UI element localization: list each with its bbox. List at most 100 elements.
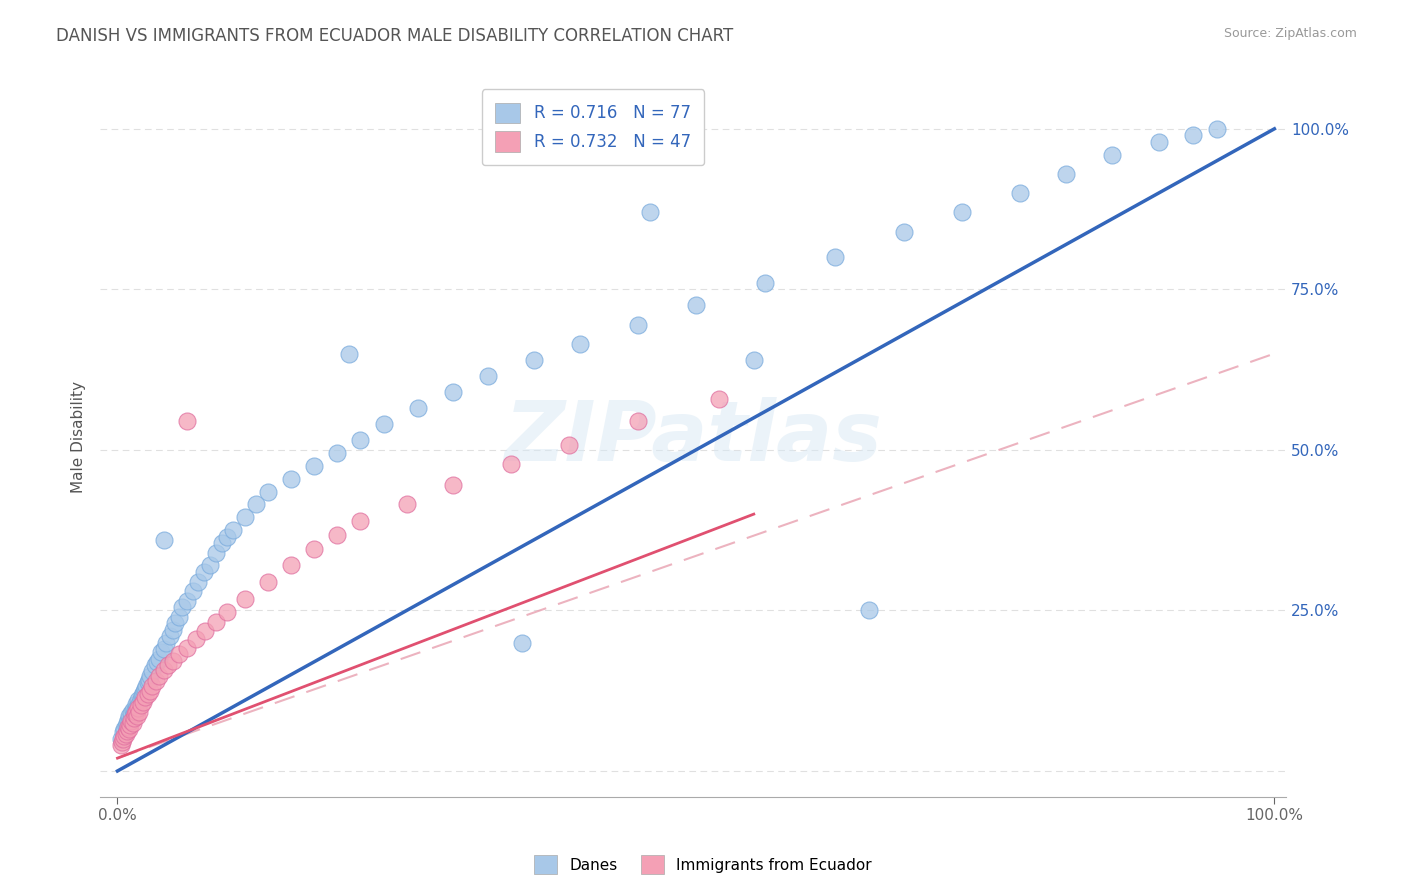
Point [162, 623, 184, 637]
Point [1101, 147, 1123, 161]
Point [165, 616, 187, 631]
Point [627, 318, 650, 332]
Point [172, 600, 194, 615]
Point [1054, 167, 1077, 181]
Point [115, 715, 138, 730]
Point [523, 353, 546, 368]
Point [152, 663, 174, 677]
Point [112, 723, 135, 737]
Point [121, 715, 143, 730]
Point [150, 645, 173, 659]
Point [187, 574, 209, 589]
Point [233, 591, 256, 606]
Point [754, 276, 776, 290]
Point [638, 205, 661, 219]
Point [627, 414, 650, 428]
Point [117, 713, 139, 727]
Point [122, 711, 145, 725]
Point [110, 731, 132, 746]
Point [146, 655, 169, 669]
Point [1182, 128, 1205, 143]
Point [148, 651, 170, 665]
Point [128, 705, 150, 719]
Point [148, 669, 170, 683]
Point [707, 392, 730, 406]
Legend: Danes, Immigrants from Ecuador: Danes, Immigrants from Ecuador [529, 849, 877, 880]
Point [441, 385, 464, 400]
Point [326, 527, 349, 541]
Point [141, 679, 163, 693]
Point [114, 727, 136, 741]
Point [406, 401, 429, 416]
Point [124, 703, 146, 717]
Point [127, 701, 149, 715]
Point [217, 530, 239, 544]
Point [824, 250, 846, 264]
Point [121, 703, 143, 717]
Point [211, 536, 233, 550]
Point [136, 675, 159, 690]
Point [893, 225, 915, 239]
Point [280, 472, 302, 486]
Point [112, 725, 135, 739]
Point [233, 510, 256, 524]
Point [257, 484, 280, 499]
Text: ZIPatlas: ZIPatlas [505, 397, 882, 477]
Point [193, 565, 215, 579]
Point [176, 640, 198, 655]
Point [110, 739, 132, 753]
Point [139, 683, 162, 698]
Point [186, 632, 208, 647]
Point [134, 681, 156, 696]
Point [129, 698, 152, 713]
Point [155, 635, 177, 649]
Point [950, 205, 973, 219]
Point [145, 674, 167, 689]
Point [245, 498, 267, 512]
Point [194, 624, 217, 638]
Point [120, 714, 142, 728]
Point [167, 610, 190, 624]
Point [129, 692, 152, 706]
Point [1147, 135, 1170, 149]
Point [257, 574, 280, 589]
Point [204, 546, 226, 560]
Point [512, 635, 534, 649]
Point [111, 735, 134, 749]
Point [125, 697, 148, 711]
Point [198, 558, 221, 573]
Point [395, 498, 418, 512]
Point [131, 688, 153, 702]
Point [557, 438, 579, 452]
Point [120, 714, 142, 728]
Text: Source: ZipAtlas.com: Source: ZipAtlas.com [1223, 27, 1357, 40]
Point [124, 707, 146, 722]
Point [685, 298, 707, 312]
Point [117, 720, 139, 734]
Point [128, 697, 150, 711]
Legend: R = 0.716   N = 77, R = 0.732   N = 47: R = 0.716 N = 77, R = 0.732 N = 47 [482, 89, 704, 165]
Point [139, 669, 162, 683]
Point [441, 478, 464, 492]
Point [136, 687, 159, 701]
Point [858, 603, 880, 617]
Point [120, 718, 142, 732]
Point [127, 693, 149, 707]
Point [122, 707, 145, 722]
Point [222, 523, 245, 537]
Point [118, 709, 141, 723]
Point [138, 673, 160, 687]
Point [349, 434, 371, 448]
Point [302, 542, 325, 557]
Point [157, 658, 180, 673]
Point [569, 337, 592, 351]
Point [326, 446, 349, 460]
Point [132, 687, 155, 701]
Point [337, 346, 360, 360]
Point [115, 724, 138, 739]
Point [114, 719, 136, 733]
Point [373, 417, 395, 432]
Point [152, 642, 174, 657]
Point [499, 457, 522, 471]
Point [143, 658, 166, 673]
